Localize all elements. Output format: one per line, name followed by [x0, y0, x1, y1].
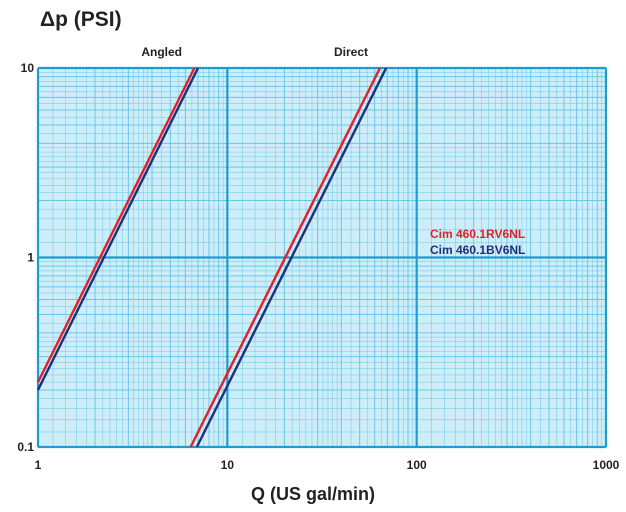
y-tick-label: 10: [21, 61, 35, 75]
x-axis-title: Q (US gal/min): [250, 484, 375, 504]
series-line-direct-2: [189, 67, 382, 448]
group-label-angled: Angled: [141, 45, 182, 59]
legend-entry-blue: Cim 460.1BV6NL: [430, 243, 525, 257]
y-tick-label: 1: [27, 251, 34, 265]
series-line-angled-1: [36, 67, 200, 391]
y-axis-title: Δp (PSI): [40, 8, 122, 31]
y-tick-label: 0.1: [17, 440, 34, 454]
series-lines: [36, 67, 388, 448]
x-tick-label: 1: [35, 458, 42, 472]
group-labels: Angled Direct: [141, 45, 368, 59]
y-tick-labels: 0.1 1 10: [17, 61, 34, 454]
grid-minor: [38, 68, 606, 447]
series-line-angled-0: [36, 67, 196, 383]
x-tick-label: 10: [221, 458, 235, 472]
grid-major: [36, 66, 608, 449]
group-label-direct: Direct: [334, 45, 368, 59]
x-tick-label: 100: [407, 458, 427, 472]
legend: Cim 460.1RV6NL Cim 460.1BV6NL: [430, 227, 525, 257]
legend-entry-red: Cim 460.1RV6NL: [430, 227, 525, 241]
x-tick-labels: 1 10 100 1000: [35, 458, 620, 472]
x-tick-label: 1000: [593, 458, 620, 472]
series-line-direct-3: [195, 67, 388, 448]
